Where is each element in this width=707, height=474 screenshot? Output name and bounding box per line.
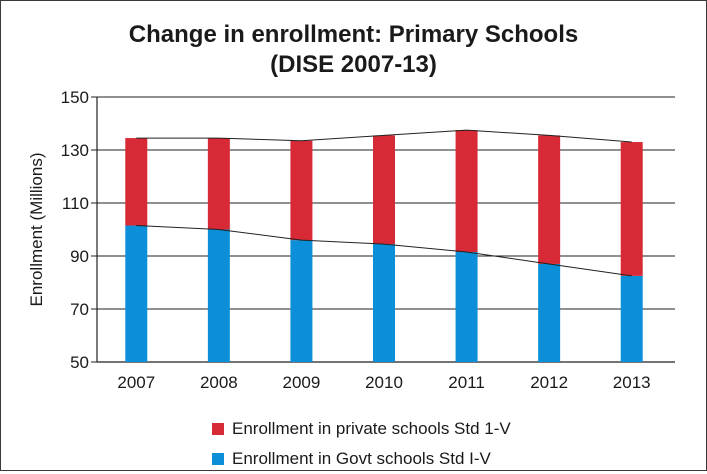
legend-swatch-govt xyxy=(212,453,224,465)
x-tick-label: 2007 xyxy=(117,373,155,392)
bar-private xyxy=(373,135,395,245)
y-tick-label: 70 xyxy=(70,300,89,319)
legend-label-govt: Enrollment in Govt schools Std I-V xyxy=(232,449,491,468)
bar-govt xyxy=(455,252,478,362)
govt-trend-line xyxy=(136,225,632,277)
legend-item-private: Enrollment in private schools Std 1-V xyxy=(212,414,511,444)
bar-private xyxy=(207,138,230,230)
bar-govt xyxy=(538,263,561,362)
x-tick-label: 2013 xyxy=(613,373,651,392)
bar-govt xyxy=(290,240,313,362)
y-tick-label: 110 xyxy=(62,194,89,213)
bar-private xyxy=(125,138,148,226)
chart-legend: Enrollment in private schools Std 1-V En… xyxy=(212,414,511,474)
y-tick-label: 90 xyxy=(70,247,89,266)
x-tick-label: 2012 xyxy=(530,373,568,392)
x-tick-label: 2010 xyxy=(365,373,403,392)
bar-govt xyxy=(373,244,395,362)
y-axis-label: Enrollment (Millions) xyxy=(27,153,46,307)
bar-govt xyxy=(207,229,230,362)
x-tick-label: 2009 xyxy=(283,373,321,392)
legend-label-private: Enrollment in private schools Std 1-V xyxy=(232,419,511,438)
x-tick-label: 2008 xyxy=(200,373,238,392)
chart-subtitle: (DISE 2007-13) xyxy=(270,51,437,78)
legend-swatch-private xyxy=(212,423,224,435)
chart-title-block: Change in enrollment: Primary Schools (D… xyxy=(0,20,707,80)
chart-title: Change in enrollment: Primary Schools xyxy=(128,21,579,48)
y-tick-label: 50 xyxy=(70,353,89,372)
bar-private xyxy=(620,142,643,276)
legend-item-govt: Enrollment in Govt schools Std I-V xyxy=(212,444,511,474)
bar-govt xyxy=(125,225,148,362)
y-tick-label: 150 xyxy=(61,88,89,107)
x-tick-label: 2011 xyxy=(448,373,485,392)
bar-private xyxy=(290,140,313,241)
y-tick-label: 130 xyxy=(61,141,89,160)
bar-private xyxy=(455,130,478,253)
bar-govt xyxy=(620,275,643,362)
bar-private xyxy=(538,135,561,264)
total-trend-line xyxy=(136,129,632,143)
